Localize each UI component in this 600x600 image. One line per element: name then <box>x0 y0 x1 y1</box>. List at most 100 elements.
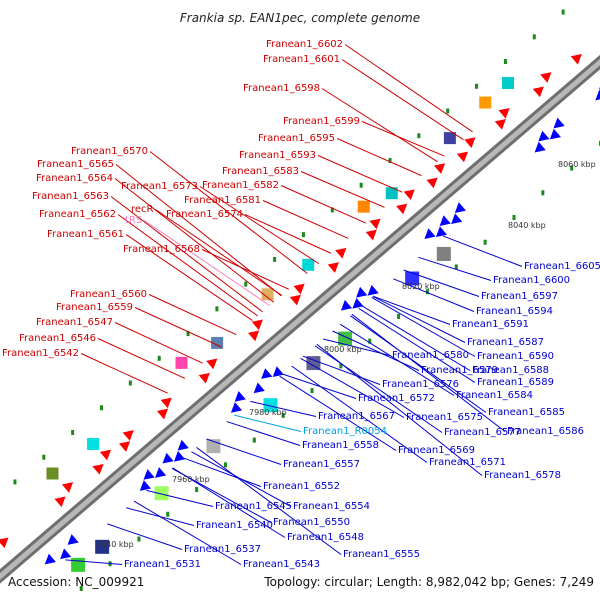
gene-label[interactable]: Franean1_6554 <box>293 501 370 512</box>
gene-label[interactable]: Franean1_6565 <box>37 159 114 170</box>
forward-gene-arrow[interactable] <box>403 189 415 201</box>
forward-gene-arrow[interactable] <box>198 372 210 384</box>
gene-label[interactable]: Franean1_6581 <box>184 195 261 206</box>
gene-label[interactable]: Franean1_6548 <box>287 532 364 543</box>
feature-block[interactable] <box>306 356 321 371</box>
forward-gene-arrow[interactable] <box>61 482 74 493</box>
gene-label[interactable]: Franean1_6562 <box>39 209 116 220</box>
reverse-gene-arrow[interactable] <box>272 366 284 377</box>
feature-block[interactable] <box>175 356 188 369</box>
feature-block[interactable] <box>443 132 456 145</box>
forward-gene-arrow[interactable] <box>0 537 9 549</box>
reverse-gene-arrow[interactable] <box>454 202 466 213</box>
gene-label[interactable]: Franean1_6580 <box>392 350 469 361</box>
forward-gene-arrow[interactable] <box>456 151 469 163</box>
feature-block[interactable] <box>405 271 420 286</box>
forward-gene-arrow[interactable] <box>433 163 446 174</box>
reverse-gene-arrow[interactable] <box>162 452 174 464</box>
gene-label[interactable]: Franean1_6576 <box>382 379 459 390</box>
gene-label[interactable]: Franean1_6540 <box>196 520 273 531</box>
reverse-gene-arrow[interactable] <box>253 382 265 394</box>
gene-label[interactable]: Franean1_6584 <box>456 390 533 401</box>
forward-gene-arrow[interactable] <box>251 319 263 331</box>
gene-label[interactable]: Franean1_6599 <box>283 116 360 127</box>
gene-label[interactable]: Franean1_6595 <box>258 133 335 144</box>
gene-label[interactable]: Franean1_6531 <box>124 559 201 570</box>
gene-label[interactable]: Franean1_6550 <box>273 517 350 528</box>
forward-gene-arrow[interactable] <box>122 430 134 441</box>
gene-label[interactable]: Franean1_6571 <box>429 457 506 468</box>
reverse-gene-arrow[interactable] <box>234 391 246 402</box>
gene-label[interactable]: Franean1_6543 <box>243 559 320 570</box>
gene-label[interactable]: Franean1_6574 <box>166 209 243 220</box>
reverse-gene-arrow[interactable] <box>538 130 550 142</box>
feature-block[interactable] <box>502 77 515 90</box>
gene-label[interactable]: Franean1_6561 <box>47 229 124 240</box>
reverse-gene-arrow[interactable] <box>261 368 273 379</box>
gene-label[interactable]: Franean1_6586 <box>507 426 584 437</box>
reverse-gene-arrow[interactable] <box>439 215 451 226</box>
reverse-gene-arrow[interactable] <box>435 226 448 238</box>
gene-label[interactable]: Franean1_6546 <box>19 333 96 344</box>
forward-gene-arrow[interactable] <box>118 441 131 452</box>
feature-block[interactable] <box>436 246 451 261</box>
gene-label[interactable]: Franean1_6589 <box>477 377 554 388</box>
forward-gene-arrow[interactable] <box>293 283 305 295</box>
forward-gene-arrow[interactable] <box>335 247 347 259</box>
forward-gene-arrow[interactable] <box>532 86 544 98</box>
gene-label[interactable]: Franean1_6591 <box>452 319 529 330</box>
gene-label[interactable]: Franean1_6552 <box>263 481 340 492</box>
gene-label[interactable]: Franean1_6588 <box>472 365 549 376</box>
forward-gene-arrow[interactable] <box>540 72 552 83</box>
feature-block[interactable] <box>87 437 100 450</box>
gene-label[interactable]: Franean1_6560 <box>70 289 147 300</box>
gene-label[interactable]: Franean1_6547 <box>36 317 113 328</box>
gene-label[interactable]: Franean1_6602 <box>266 39 343 50</box>
gene-label[interactable]: Franean1_6564 <box>36 173 113 184</box>
reverse-gene-arrow[interactable] <box>595 89 600 101</box>
reverse-gene-arrow[interactable] <box>173 450 186 462</box>
forward-gene-arrow[interactable] <box>156 408 169 420</box>
forward-gene-arrow[interactable] <box>396 203 408 215</box>
gene-label[interactable]: Franean1_6582 <box>202 180 279 191</box>
reverse-gene-arrow[interactable] <box>139 480 151 491</box>
feature-block[interactable] <box>479 96 492 109</box>
forward-gene-arrow[interactable] <box>160 397 172 409</box>
gene-label[interactable]: Franean1_6605 <box>524 261 600 272</box>
reverse-gene-arrow[interactable] <box>60 548 72 560</box>
forward-gene-arrow[interactable] <box>92 463 104 475</box>
reverse-gene-arrow[interactable] <box>340 299 353 311</box>
gene-label[interactable]: Franean1_6579 <box>421 365 498 376</box>
forward-gene-arrow[interactable] <box>365 229 377 241</box>
reverse-gene-arrow[interactable] <box>177 439 189 451</box>
forward-gene-arrow[interactable] <box>570 53 582 65</box>
gene-label[interactable]: Franean1_6555 <box>343 549 420 560</box>
gene-label[interactable]: Franean1_6558 <box>302 440 379 451</box>
gene-label[interactable]: Franean1_R0054 <box>303 426 387 437</box>
gene-label[interactable]: recR <box>131 204 154 215</box>
gene-label[interactable]: Franean1_6542 <box>2 348 79 359</box>
forward-gene-arrow[interactable] <box>426 177 438 189</box>
forward-gene-arrow[interactable] <box>289 294 301 306</box>
forward-gene-arrow[interactable] <box>327 262 339 273</box>
feature-block[interactable] <box>302 258 315 271</box>
gene-label[interactable]: Franean1_6573 <box>121 181 198 192</box>
reverse-gene-arrow[interactable] <box>451 213 463 225</box>
gene-label[interactable]: Franean1_6569 <box>398 445 475 456</box>
reverse-gene-arrow[interactable] <box>534 141 546 153</box>
gene-label[interactable]: Franean1_6567 <box>318 411 395 422</box>
feature-block[interactable] <box>95 539 110 554</box>
gene-label[interactable]: Franean1_6568 <box>123 244 200 255</box>
gene-label[interactable]: Franean1_6537 <box>184 544 261 555</box>
reverse-gene-arrow[interactable] <box>356 286 368 298</box>
gene-label[interactable]: Franean1_6597 <box>481 291 558 302</box>
gene-label[interactable]: Franean1_6593 <box>239 150 316 161</box>
forward-gene-arrow[interactable] <box>248 330 260 342</box>
forward-gene-arrow[interactable] <box>464 137 476 148</box>
gene-label[interactable]: Franean1_6570 <box>71 146 148 157</box>
gene-label[interactable]: Franean1_6545 <box>215 501 292 512</box>
reverse-gene-arrow[interactable] <box>553 117 565 129</box>
gene-label[interactable]: Franean1_6601 <box>263 54 340 65</box>
feature-block[interactable] <box>46 467 59 480</box>
feature-block[interactable] <box>154 486 169 501</box>
